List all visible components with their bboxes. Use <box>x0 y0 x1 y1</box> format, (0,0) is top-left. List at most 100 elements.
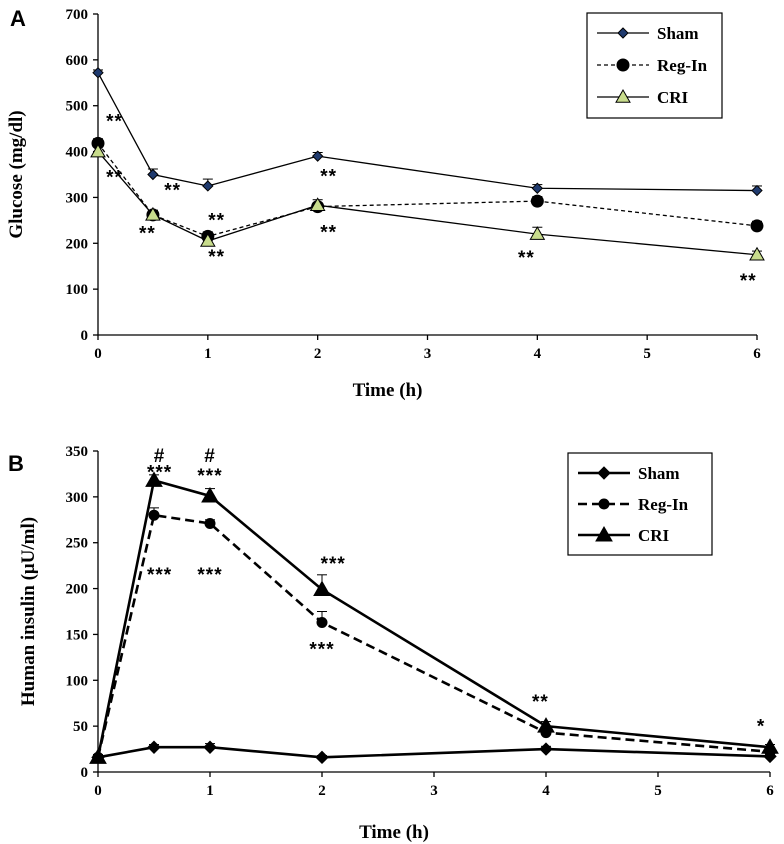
data-point <box>531 182 544 194</box>
legend-label: Reg-In <box>657 56 708 75</box>
data-point <box>202 180 214 192</box>
significance-marker: ** <box>106 168 123 189</box>
data-point <box>145 471 163 487</box>
legend-label: CRI <box>657 88 689 107</box>
significance-marker: ** <box>740 271 757 292</box>
significance-marker: *** <box>321 554 346 575</box>
x-tick-label: 3 <box>424 346 432 362</box>
panel-label: B <box>8 451 24 476</box>
x-tick-label: 0 <box>94 783 102 799</box>
series-cri <box>89 471 779 764</box>
data-point <box>539 742 553 756</box>
x-tick-label: 0 <box>94 346 102 362</box>
significance-marker: *** <box>197 565 222 586</box>
significance-marker: *** <box>147 565 172 586</box>
significance-marker: ** <box>320 166 337 187</box>
data-point <box>761 738 779 754</box>
legend-swatch-marker <box>616 58 630 72</box>
legend-label: Sham <box>657 24 699 43</box>
data-point <box>315 750 329 765</box>
y-tick-label: 0 <box>81 328 89 344</box>
data-point <box>749 246 765 261</box>
data-point <box>529 226 546 240</box>
legend-box <box>586 12 723 119</box>
x-tick-label: 5 <box>643 346 651 362</box>
x-tick-label: 6 <box>753 346 761 362</box>
x-tick-label: 4 <box>534 346 542 362</box>
y-tick-label: 100 <box>66 282 89 298</box>
significance-marker: # <box>204 446 216 467</box>
significance-marker: ** <box>532 692 549 713</box>
chart-panel-b: B 0 50 100 150 200 250 300 350 0 1 2 3 4 5 6 Time (h) Hum… <box>8 444 779 843</box>
y-tick-label: 600 <box>66 53 89 69</box>
significance-marker: *** <box>197 466 222 487</box>
legend-swatch-marker <box>597 466 611 480</box>
data-point <box>147 168 159 181</box>
significance-marker: ** <box>139 224 156 245</box>
series-line <box>97 72 758 192</box>
y-tick-label: 350 <box>66 444 89 460</box>
x-axis-label: Time (h) <box>359 822 429 843</box>
x-tick-label: 1 <box>206 783 214 799</box>
x-tick-label: 3 <box>430 783 438 799</box>
data-point <box>311 150 324 162</box>
series-sham <box>92 66 763 197</box>
y-tick-label: 300 <box>66 190 89 206</box>
x-tick-label: 2 <box>318 783 326 799</box>
significance-marker: ** <box>208 247 225 268</box>
significance-marker: * <box>757 717 765 738</box>
panel-label: A <box>10 6 26 31</box>
data-point <box>201 486 219 503</box>
series-line <box>97 151 758 256</box>
significance-marker: ** <box>518 248 535 269</box>
legend-label: Reg-In <box>638 495 689 514</box>
series-cri <box>90 143 765 261</box>
data-point <box>309 197 326 211</box>
x-axis-label: Time (h) <box>353 380 423 401</box>
chart-panel-a: A 0 100 200 300 400 500 600 700 0 1 2 3 4 5 6 Time (h) Gl… <box>6 6 765 401</box>
y-tick-label: 0 <box>81 765 89 781</box>
series-line <box>96 513 771 758</box>
significance-marker: *** <box>147 463 172 484</box>
data-point <box>147 740 161 754</box>
legend-swatch-marker <box>615 88 631 103</box>
data-point <box>148 509 160 521</box>
x-tick-label: 5 <box>654 783 662 799</box>
significance-marker: ** <box>208 210 225 231</box>
series-line <box>97 142 758 238</box>
y-tick-label: 200 <box>66 582 89 598</box>
y-tick-label: 700 <box>66 7 89 23</box>
y-tick-label: 400 <box>66 145 89 161</box>
data-point <box>92 66 104 79</box>
data-point <box>90 143 106 158</box>
significance-marker: *** <box>309 640 334 661</box>
data-point <box>313 580 331 596</box>
y-tick-label: 200 <box>66 236 89 252</box>
y-tick-label: 300 <box>66 490 89 506</box>
data-point <box>316 617 328 629</box>
data-point <box>750 219 764 233</box>
series-line <box>96 478 771 758</box>
y-tick-label: 500 <box>66 99 89 115</box>
significance-marker: ** <box>164 181 181 202</box>
data-point <box>89 748 107 764</box>
series-line <box>97 745 771 759</box>
x-tick-label: 4 <box>542 783 550 799</box>
legend-swatch-marker <box>595 525 613 542</box>
significance-marker: # <box>154 446 166 467</box>
legend: Sham Reg-In CRI <box>586 12 723 119</box>
y-tick-label: 250 <box>66 536 89 552</box>
data-point <box>145 206 161 221</box>
y-axis-label: Human insulin (μU/ml) <box>18 517 39 706</box>
y-axis-label: Glucose (mg/dl) <box>6 110 27 238</box>
x-tick-label: 1 <box>204 346 212 362</box>
data-point <box>204 517 216 529</box>
legend-label: CRI <box>638 526 670 545</box>
significance-marker: ** <box>320 223 337 244</box>
x-tick-label: 6 <box>766 783 774 799</box>
x-tick-label: 2 <box>314 346 322 362</box>
y-tick-label: 50 <box>73 719 88 735</box>
data-point <box>530 194 544 208</box>
data-point <box>203 740 217 754</box>
